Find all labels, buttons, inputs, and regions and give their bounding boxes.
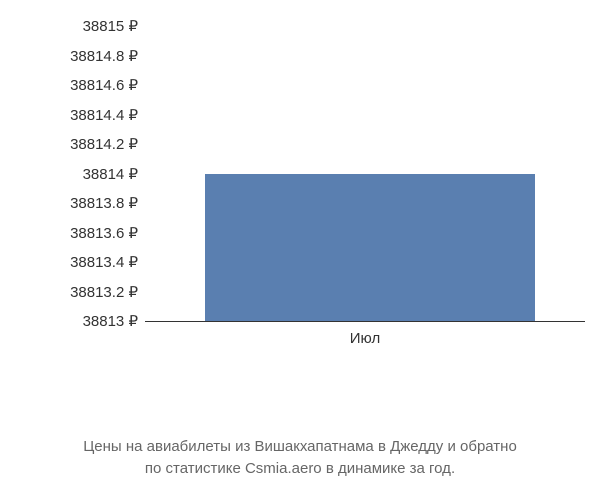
bar-jul [205,174,535,322]
chart-container: 38815 ₽ 38814.8 ₽ 38814.6 ₽ 38814.4 ₽ 38… [0,0,600,500]
caption-line-2: по статистике Csmia.aero в динамике за г… [0,458,600,480]
y-tick: 38813.8 ₽ [0,195,138,213]
y-tick: 38815 ₽ [0,18,138,36]
y-tick: 38814.6 ₽ [0,77,138,95]
y-tick: 38814.2 ₽ [0,136,138,154]
plot-area [145,27,585,322]
caption-line-1: Цены на авиабилеты из Вишакхапатнама в Д… [0,436,600,458]
y-tick: 38814 ₽ [0,166,138,184]
x-axis-label: Июл [145,330,585,347]
y-tick: 38813.6 ₽ [0,225,138,243]
y-tick: 38813.4 ₽ [0,254,138,272]
chart-caption: Цены на авиабилеты из Вишакхапатнама в Д… [0,436,600,480]
y-tick: 38813.2 ₽ [0,284,138,302]
y-tick: 38813 ₽ [0,313,138,331]
y-tick: 38814.4 ₽ [0,107,138,125]
y-tick: 38814.8 ₽ [0,48,138,66]
